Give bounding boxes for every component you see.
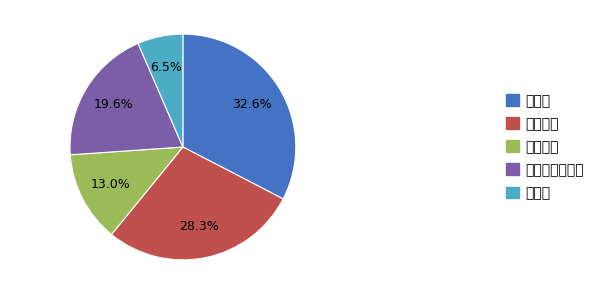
Text: 6.5%: 6.5%: [150, 61, 182, 74]
Text: 19.6%: 19.6%: [94, 98, 133, 111]
Wedge shape: [70, 147, 183, 234]
Wedge shape: [112, 147, 283, 260]
Wedge shape: [138, 34, 183, 147]
Text: 32.6%: 32.6%: [232, 98, 272, 111]
Wedge shape: [183, 34, 296, 199]
Text: 13.0%: 13.0%: [91, 178, 130, 191]
Wedge shape: [70, 44, 183, 155]
Text: 28.3%: 28.3%: [179, 220, 219, 233]
Legend: 大企業, 中小企業, 教育機関, 公的機関・団体, その他: 大企業, 中小企業, 教育機関, 公的機関・団体, その他: [506, 94, 584, 200]
